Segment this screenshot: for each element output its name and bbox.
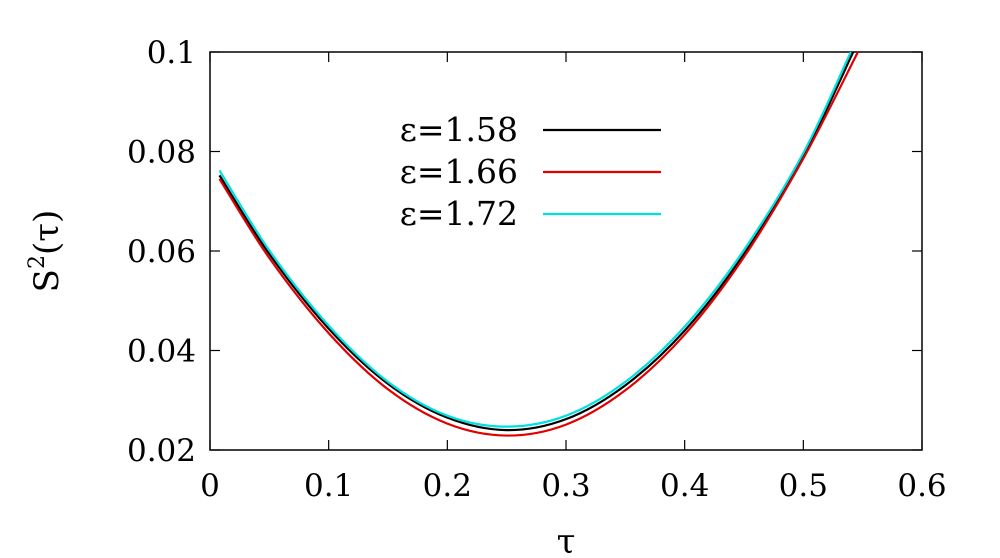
legend-label-1: ε=1.58 — [400, 110, 518, 149]
y-tick-label: 0.06 — [127, 234, 196, 270]
y-tick-label: 0.04 — [127, 334, 196, 370]
y-axis-label-argument: (τ) — [27, 210, 67, 255]
tick-labels: 0 0.1 0.2 0.3 0.4 0.5 0.6 0.02 0.04 0.06 0.08 0.1 — [127, 35, 947, 504]
y-axis-label-superscript: 2 — [25, 255, 50, 269]
series-line-1 — [218, 51, 855, 432]
y-tick-label: 0.1 — [147, 35, 196, 71]
y-axis-label-base: S — [27, 269, 67, 292]
y-axis-label: S2(τ) — [25, 210, 67, 293]
y-tick-label: 0.02 — [127, 433, 196, 469]
x-axis-label: τ — [557, 522, 576, 558]
y-tick-label: 0.08 — [127, 135, 196, 171]
x-tick-label: 0.1 — [304, 468, 353, 504]
ticks — [209, 51, 923, 451]
x-tick-label: 0 — [200, 468, 220, 504]
legend-label-3: ε=1.72 — [400, 194, 518, 233]
legend-label-2: ε=1.66 — [400, 152, 518, 191]
series-line-2 — [218, 51, 859, 437]
series-line-3 — [218, 51, 852, 428]
series-lines — [218, 51, 859, 437]
plot-frame — [209, 51, 923, 451]
x-tick-label: 0.4 — [660, 468, 709, 504]
x-tick-label: 0.3 — [541, 468, 590, 504]
plot-border — [209, 51, 923, 451]
x-tick-label: 0.5 — [779, 468, 828, 504]
x-tick-label: 0.2 — [423, 468, 472, 504]
legend: ε=1.58ε=1.66ε=1.72 — [400, 110, 661, 233]
x-tick-label: 0.6 — [897, 468, 946, 504]
